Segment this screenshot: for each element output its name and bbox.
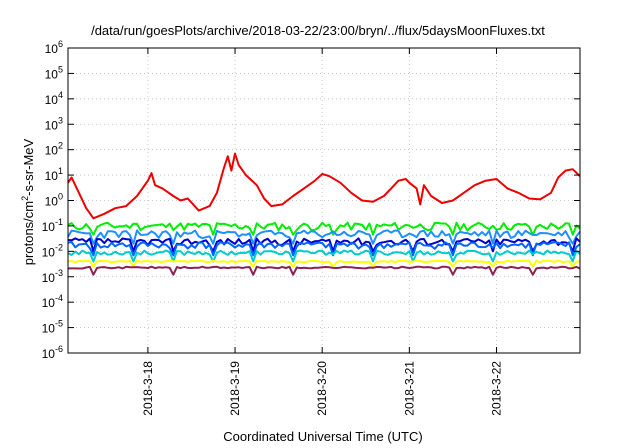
plot-frame <box>67 47 581 354</box>
y-tick-exponent: -1 <box>55 217 63 227</box>
y-tick-label: 10-4 <box>42 293 63 310</box>
y-tick-exponent: 4 <box>58 90 63 100</box>
y-tick-label: 10-1 <box>42 217 63 234</box>
y-tick-label: 104 <box>45 90 63 107</box>
y-tick-label: 103 <box>45 115 63 132</box>
y-tick-exponent: -5 <box>55 319 63 329</box>
y-tick-base: 10 <box>45 118 59 132</box>
y-tick-exponent: -4 <box>55 293 63 303</box>
y-tick-label: 106 <box>45 39 63 56</box>
y-tick-exponent: 6 <box>58 39 63 49</box>
y-tick-label: 10-2 <box>42 242 63 259</box>
y-tick-base: 10 <box>45 42 59 56</box>
y-tick-exponent: 5 <box>58 64 63 74</box>
y-tick-base: 10 <box>45 67 59 81</box>
y-tick-base: 10 <box>42 296 56 310</box>
y-tick-label: 102 <box>45 141 63 158</box>
series-line <box>67 249 581 263</box>
y-tick-label: 100 <box>45 192 63 209</box>
y-tick-base: 10 <box>42 220 56 234</box>
series-line <box>67 259 581 268</box>
y-tick-exponent: 3 <box>58 115 63 125</box>
y-tick-base: 10 <box>45 195 59 209</box>
grid <box>68 48 580 353</box>
series-line <box>67 221 581 236</box>
x-tick-label: 2018-3-19 <box>228 361 242 416</box>
y-tick-label: 10-6 <box>42 344 63 361</box>
y-tick-base: 10 <box>42 322 56 336</box>
x-tick-label: 2018-3-18 <box>141 361 155 416</box>
y-axis-label: protons/cm2-s-sr-MeV <box>20 138 36 265</box>
y-tick-label: 101 <box>45 166 63 183</box>
y-tick-base: 10 <box>45 93 59 107</box>
y-tick-exponent: -2 <box>55 242 63 252</box>
y-tick-label: 10-5 <box>42 319 63 336</box>
y-tick-base: 10 <box>42 245 56 259</box>
x-tick-label: 2018-3-22 <box>489 361 503 416</box>
chart-title: /data/run/goesPlots/archive/2018-03-22/2… <box>91 23 545 38</box>
series-line <box>67 152 581 220</box>
y-tick-base: 10 <box>45 144 59 158</box>
y-tick-base: 10 <box>42 271 56 285</box>
y-tick-exponent: -6 <box>55 344 63 354</box>
y-tick-label: 105 <box>45 64 63 81</box>
axes: 10-610-510-410-310-210-11001011021031041… <box>42 39 581 416</box>
y-tick-base: 10 <box>45 169 59 183</box>
series-group <box>67 152 581 276</box>
y-tick-exponent: -3 <box>55 268 63 278</box>
series-line <box>67 229 581 245</box>
series-line <box>67 241 581 257</box>
x-tick-label: 2018-3-21 <box>402 361 416 416</box>
x-axis-label: Coordinated Universal Time (UTC) <box>223 429 422 444</box>
y-tick-exponent: 2 <box>58 141 63 151</box>
y-tick-exponent: 1 <box>58 166 63 176</box>
y-tick-base: 10 <box>42 347 56 361</box>
series-line <box>68 265 581 276</box>
y-tick-label: 10-3 <box>42 268 63 285</box>
x-tick-label: 2018-3-20 <box>315 361 329 416</box>
y-tick-exponent: 0 <box>58 192 63 202</box>
